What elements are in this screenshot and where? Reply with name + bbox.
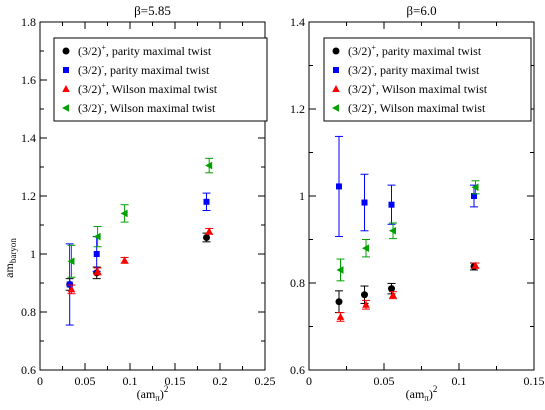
data-point (336, 183, 342, 190)
y-tick-label: 1.4 (290, 15, 305, 29)
data-point (67, 257, 75, 266)
data-point (120, 209, 128, 218)
y-tick-label: 1.2 (290, 102, 305, 116)
x-tick-label: 0 (306, 374, 312, 388)
data-point (203, 233, 210, 241)
x-tick-label: 0.15 (165, 374, 186, 388)
legend-label: (3/2)-, parity maximal twist (348, 62, 480, 77)
data-point (361, 291, 368, 299)
data-point (67, 285, 76, 293)
y-tick-label: 1 (30, 247, 36, 261)
data-point (471, 193, 477, 199)
x-tick-label: 0.05 (75, 374, 96, 388)
data-point (336, 266, 344, 274)
data-point (471, 261, 480, 269)
data-point (361, 199, 368, 206)
chart-panel-beta-5-85: β=5.85 0 0.05 0.1 0.15 0.2 0.25 0.6 0.8 1 1.2 1.4 1.… (21, 3, 276, 403)
y-tick-label: 0.6 (21, 363, 36, 377)
data-point (336, 312, 345, 320)
data-point (362, 244, 369, 252)
legend-marker (62, 104, 69, 112)
x-tick-label: 0.2 (213, 374, 228, 388)
legend: (3/2)+, parity maximal twist (3/2)-, pari… (53, 37, 268, 122)
legend-box (323, 37, 532, 122)
y-tick-label: 0.8 (21, 305, 36, 319)
legend-marker (333, 67, 339, 73)
legend-marker (332, 85, 340, 92)
legend: (3/2)+, parity maximal twist (3/2)-, pari… (323, 37, 532, 122)
x-tick-label: 0.15 (524, 374, 545, 388)
data-point (205, 161, 213, 170)
legend-marker (332, 104, 339, 112)
data-point (93, 267, 102, 275)
data-point (362, 300, 370, 308)
y-axis-label-main: am (2, 263, 16, 278)
x-tick-label: 0.05 (374, 374, 395, 388)
y-axis-label: ambaryon (2, 238, 18, 278)
legend-label: (3/2)+, parity maximal twist (78, 43, 212, 58)
y-tick-label: 1.2 (21, 189, 36, 203)
data-point (471, 183, 479, 192)
data-point (205, 227, 213, 235)
chart-title: β=5.85 (134, 3, 171, 18)
legend-label: (3/2)+, parity maximal twist (348, 43, 482, 58)
x-tick-label: 0.25 (255, 374, 276, 388)
x-tick-label: 0.1 (452, 374, 467, 388)
legend-marker (62, 47, 70, 55)
legend-marker (62, 85, 70, 92)
legend-box (53, 37, 268, 122)
data-point (93, 232, 101, 241)
data-point (388, 285, 395, 293)
x-axis-label: (amπ)2 (137, 384, 169, 403)
legend-marker (63, 67, 69, 73)
chart-title: β=6.0 (406, 3, 436, 18)
data-point (388, 201, 395, 208)
y-tick-label: 1.6 (21, 73, 36, 87)
x-tick-label: 0.1 (123, 374, 138, 388)
legend-label: (3/2)+, Wilson maximal twist (348, 81, 488, 96)
legend-label: (3/2)-, Wilson maximal twist (348, 100, 486, 115)
legend-label: (3/2)+, Wilson maximal twist (78, 81, 218, 96)
y-tick-label: 0.6 (290, 363, 305, 377)
legend-label: (3/2)-, parity maximal twist (78, 62, 210, 77)
y-tick-label: 1.8 (21, 15, 36, 29)
y-tick-label: 0.8 (290, 276, 305, 290)
chart-panel-beta-6-0: β=6.0 0 0.05 0.1 0.15 0.6 0.8 1 1.2 1.4 (amπ)2 (3/2… (290, 3, 545, 403)
y-tick-label: 1 (299, 189, 305, 203)
x-axis-label: (amπ)2 (406, 384, 438, 403)
data-point (120, 256, 129, 264)
legend-label: (3/2)-, Wilson maximal twist (78, 100, 216, 115)
legend-marker (332, 47, 340, 55)
data-point (335, 298, 343, 306)
x-tick-label: 0 (37, 374, 43, 388)
data-point (389, 227, 396, 235)
data-point (66, 281, 73, 288)
data-point (389, 291, 397, 299)
y-tick-label: 1.4 (21, 131, 36, 145)
data-point (203, 198, 210, 205)
y-axis-label-sub: baryon (8, 238, 18, 263)
data-point (93, 251, 100, 257)
